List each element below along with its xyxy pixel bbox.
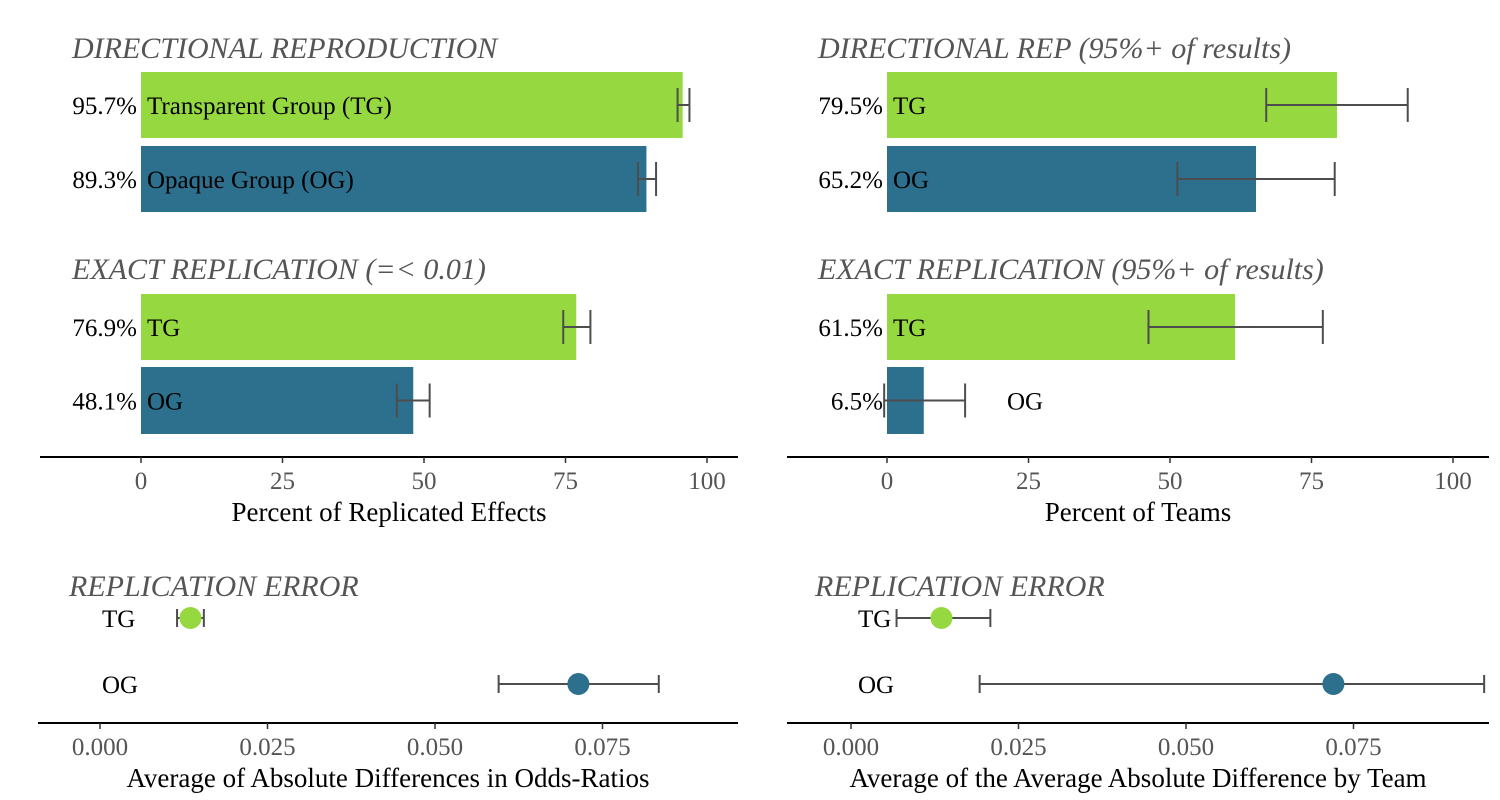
panel-4-x-tick-label: 0.075 [574,734,630,761]
panel-1-errorbar-tg [562,310,592,344]
panel-1-title: EXACT REPLICATION (=< 0.01) [71,253,486,286]
panel-5-errorbar-og [978,675,1486,693]
panel-5-title: REPLICATION ERROR [814,570,1105,603]
panel-0-bar-tg [141,72,683,138]
panel-1-bar-label-tg: TG [147,315,180,342]
panel-5-row-label-og: OG [858,672,894,699]
panel-0-bar-label-og: Opaque Group (OG) [147,167,354,194]
panel-0-errorbar-og [636,162,658,196]
panel-5-point-og [1322,673,1345,695]
panel-5-x-tick-label: 0.025 [990,734,1046,761]
panel-3-title: EXACT REPLICATION (95%+ of results) [817,253,1324,286]
panel-4-title: REPLICATION ERROR [68,570,359,603]
panel-5-x-tick-label: 0.050 [1158,734,1214,761]
panel-0-errorbar-tg [676,88,691,122]
panel-2-bar-label-tg: TG [893,93,926,120]
panel-1-bar-tg [141,294,577,360]
panel-2-errorbar-og [1176,162,1336,196]
panel-0-bar-og [141,146,647,212]
panel-1-x-tick-label: 100 [688,468,726,495]
panel-2-title: DIRECTIONAL REP (95%+ of results) [817,32,1291,65]
panel-0-value-label-tg: 95.7% [72,93,137,120]
panel-4-point-og [567,673,590,695]
panel-3-x-tick-label: 100 [1434,468,1472,495]
panel-3-x-tick-label: 25 [1016,468,1041,495]
panel-4-x-tick-label: 0.050 [407,734,463,761]
panel-2-value-label-og: 65.2% [818,167,883,194]
panel-3-x-tick-label: 0 [881,468,894,495]
panel-0-value-label-og: 89.3% [72,167,137,194]
panel-3-errorbar-tg [1147,310,1324,344]
panel-4-x-tick-label: 0.025 [239,734,295,761]
panel-1-x-axis-title: Percent of Replicated Effects [231,497,546,527]
panel-1-x-tick-label: 50 [412,468,437,495]
panel-1-errorbar-og [395,383,431,418]
panel-3-x-tick-label: 50 [1158,468,1183,495]
panel-3-bar-label-tg: TG [893,315,926,342]
panel-5-x-tick-label: 0.000 [823,734,879,761]
panel-2-bar-label-og: OG [893,167,929,194]
panel-1-value-label-og: 48.1% [72,389,137,416]
panel-5-x-tick-label: 0.075 [1325,734,1381,761]
panel-1-x-tick-label: 25 [270,468,295,495]
panel-0-title: DIRECTIONAL REPRODUCTION [71,32,499,65]
panel-2-errorbar-tg [1265,88,1409,122]
panel-5-point-tg [930,607,953,629]
panel-3-x-axis-title: Percent of Teams [1045,497,1232,527]
panel-4-row-label-tg: TG [102,606,135,633]
panel-3-errorbar-og [883,383,967,418]
panel-1-x-tick-label: 75 [553,468,578,495]
panel-1-x-tick-label: 0 [135,468,148,495]
panel-3-x-tick-label: 75 [1299,468,1324,495]
panel-1-bar-og [141,367,414,434]
panel-3-value-label-og: 6.5% [831,389,883,416]
panel-0-bar-label-tg: Transparent Group (TG) [147,93,392,120]
panel-3-value-label-tg: 61.5% [818,315,883,342]
panel-5-row-label-tg: TG [858,606,891,633]
panel-1-bar-label-og: OG [147,389,183,416]
panel-2-bar-tg [887,72,1337,138]
panel-3-bar-label-og: OG [1007,389,1043,416]
panel-4-row-label-og: OG [102,672,138,699]
panel-4-point-tg [179,607,202,629]
panel-4-x-tick-label: 0.000 [72,734,128,761]
panel-4-x-axis-title: Average of Absolute Differences in Odds-… [126,763,649,793]
panel-1-value-label-tg: 76.9% [72,315,137,342]
panel-2-value-label-tg: 79.5% [818,93,883,120]
panel-5-x-axis-title: Average of the Average Absolute Differen… [849,763,1426,793]
